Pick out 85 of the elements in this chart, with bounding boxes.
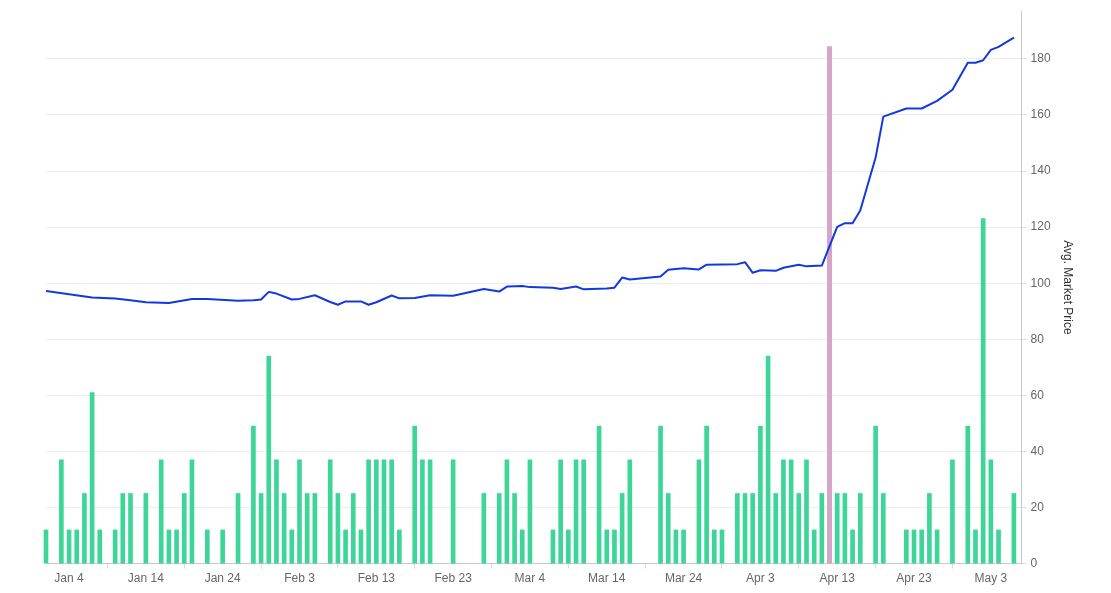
- bar: [82, 493, 87, 564]
- x-tick-label: Feb 3: [284, 571, 316, 586]
- bar: [980, 218, 986, 564]
- x-tick-label: Feb 23: [434, 571, 473, 586]
- bar: [558, 459, 564, 564]
- bar: [512, 493, 517, 564]
- x-tick-label: Mar 4: [514, 571, 546, 586]
- bar: [350, 493, 356, 564]
- bar: [711, 529, 717, 564]
- y-tick-label: 40: [1030, 443, 1045, 458]
- bar: [289, 529, 295, 564]
- x-tick-label: Feb 13: [357, 571, 396, 586]
- bar: [158, 459, 164, 564]
- bar: [496, 493, 502, 564]
- y-axis-title: Avg. Market Price: [1061, 240, 1076, 335]
- bar: [834, 493, 840, 564]
- bar: [665, 493, 671, 564]
- bar: [297, 459, 302, 564]
- bar: [220, 529, 226, 564]
- x-tick-label: Apr 3: [746, 571, 776, 586]
- x-tick-label: Jan 4: [54, 571, 85, 586]
- bar: [880, 493, 886, 564]
- y-tick-label: 120: [1030, 219, 1051, 234]
- bar: [174, 529, 179, 564]
- bar: [266, 355, 272, 564]
- bar: [581, 459, 587, 564]
- bar: [927, 493, 932, 564]
- bar: [857, 493, 863, 564]
- y-tick-label: 80: [1030, 331, 1045, 346]
- bar: [658, 425, 663, 564]
- x-tick-label: Apr 23: [896, 571, 933, 586]
- bar: [373, 459, 379, 564]
- bar: [758, 425, 763, 564]
- y-tick-label: 100: [1030, 275, 1051, 290]
- bar: [612, 529, 617, 564]
- bar: [366, 459, 371, 564]
- bar: [343, 529, 348, 564]
- y-tick-label: 140: [1030, 163, 1051, 178]
- x-tick-label: Apr 13: [819, 571, 856, 586]
- bar: [627, 459, 633, 564]
- bar: [59, 459, 64, 564]
- y-tick-label: 0: [1030, 555, 1038, 570]
- bar: [804, 459, 809, 564]
- bar: [919, 529, 925, 564]
- bar: [251, 425, 256, 564]
- bar: [304, 493, 310, 564]
- bar: [327, 459, 333, 564]
- x-tick-label: May 3: [974, 571, 1008, 586]
- bar: [950, 459, 955, 564]
- bar: [781, 459, 786, 564]
- bar: [420, 459, 425, 564]
- y-tick-label: 180: [1030, 51, 1051, 66]
- bar: [274, 459, 279, 564]
- bar: [389, 459, 395, 564]
- bar: [965, 425, 971, 564]
- y-tick-label: 20: [1030, 499, 1045, 514]
- bar: [604, 529, 610, 564]
- bar: [412, 425, 418, 564]
- bar: [120, 493, 126, 564]
- bar: [128, 493, 133, 564]
- x-tick-label: Jan 24: [204, 571, 242, 586]
- bar: [704, 425, 709, 564]
- bar: [681, 529, 686, 564]
- x-tick-label: Mar 24: [664, 571, 703, 586]
- bar: [74, 529, 80, 564]
- bar: [750, 493, 756, 564]
- bar: [996, 529, 1001, 564]
- bar: [904, 529, 909, 564]
- bar: [566, 529, 571, 564]
- bar: [97, 529, 103, 564]
- bar: [204, 529, 210, 564]
- bar: [397, 529, 402, 564]
- bar: [735, 493, 740, 564]
- x-tick-label: Mar 14: [588, 571, 626, 586]
- bar: [811, 529, 817, 564]
- bar: [519, 529, 525, 564]
- bar: [773, 493, 779, 564]
- bar: [873, 425, 878, 564]
- bar: [850, 529, 855, 564]
- bar: [796, 493, 802, 564]
- bar: [181, 493, 187, 564]
- x-tick-label: Jan 14: [127, 571, 165, 586]
- y-tick-label: 160: [1030, 107, 1051, 122]
- bar: [973, 529, 978, 564]
- y-tick-label: 60: [1030, 387, 1045, 402]
